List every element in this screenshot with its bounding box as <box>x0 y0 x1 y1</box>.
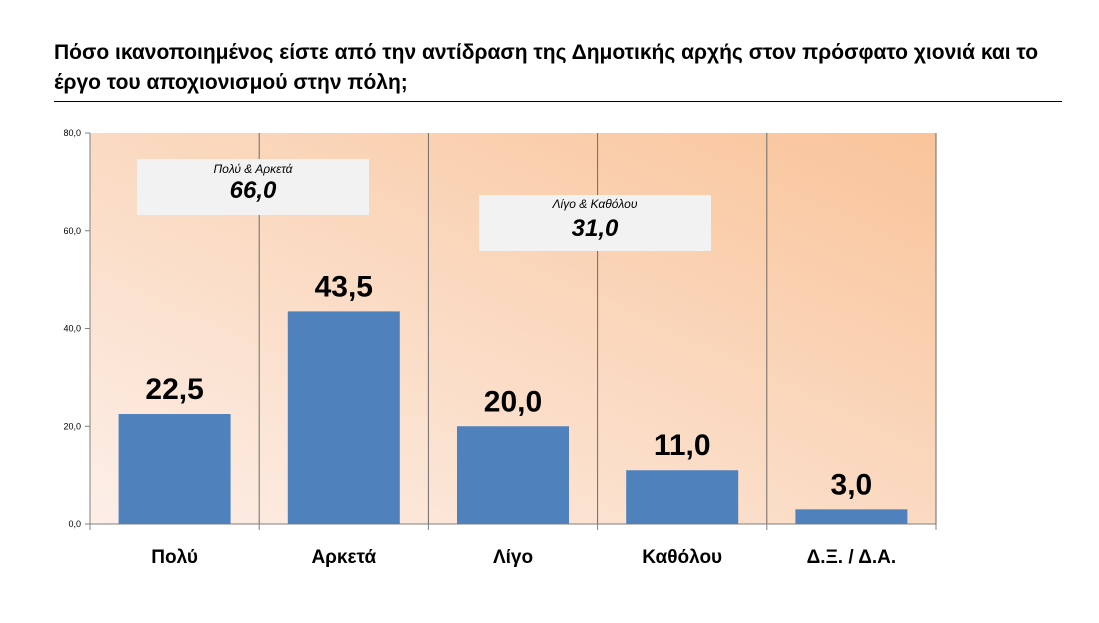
callout-unsatisfied-label: Λίγο & Καθόλου <box>552 197 638 211</box>
bar <box>626 470 739 524</box>
y-tick-label: 80,0 <box>63 128 81 138</box>
bar <box>287 311 400 524</box>
bar <box>457 426 569 524</box>
data-label: 20,0 <box>484 385 542 418</box>
y-tick-label: 40,0 <box>63 324 81 334</box>
callout-unsatisfied: Λίγο & Καθόλου 31,0 <box>479 195 711 251</box>
y-tick-label: 20,0 <box>63 421 81 431</box>
bar <box>795 509 908 524</box>
x-category-label: Λίγο <box>493 547 533 568</box>
chart-title: Πόσο ικανοποιημένος είστε από την αντίδρ… <box>54 41 1039 94</box>
x-category-label: Δ.Ξ. / Δ.Α. <box>807 547 897 568</box>
data-label: 11,0 <box>654 429 711 462</box>
data-label: 43,5 <box>315 270 373 303</box>
x-category-label: Αρκετά <box>311 547 376 568</box>
callout-satisfied-label: Πολύ & Αρκετά <box>213 162 293 176</box>
x-category-label: Καθόλου <box>642 547 722 568</box>
data-label: 22,5 <box>145 373 203 406</box>
y-tick-label: 0,0 <box>68 519 81 529</box>
bar <box>118 414 231 524</box>
title-underline <box>54 101 1062 102</box>
callout-satisfied: Πολύ & Αρκετά 66,0 <box>137 159 369 215</box>
y-tick-label: 60,0 <box>63 226 81 236</box>
callout-satisfied-value: 66,0 <box>229 177 277 204</box>
callout-unsatisfied-value: 31,0 <box>571 215 619 242</box>
x-category-label: Πολύ <box>151 547 198 568</box>
data-label: 3,0 <box>831 468 873 501</box>
